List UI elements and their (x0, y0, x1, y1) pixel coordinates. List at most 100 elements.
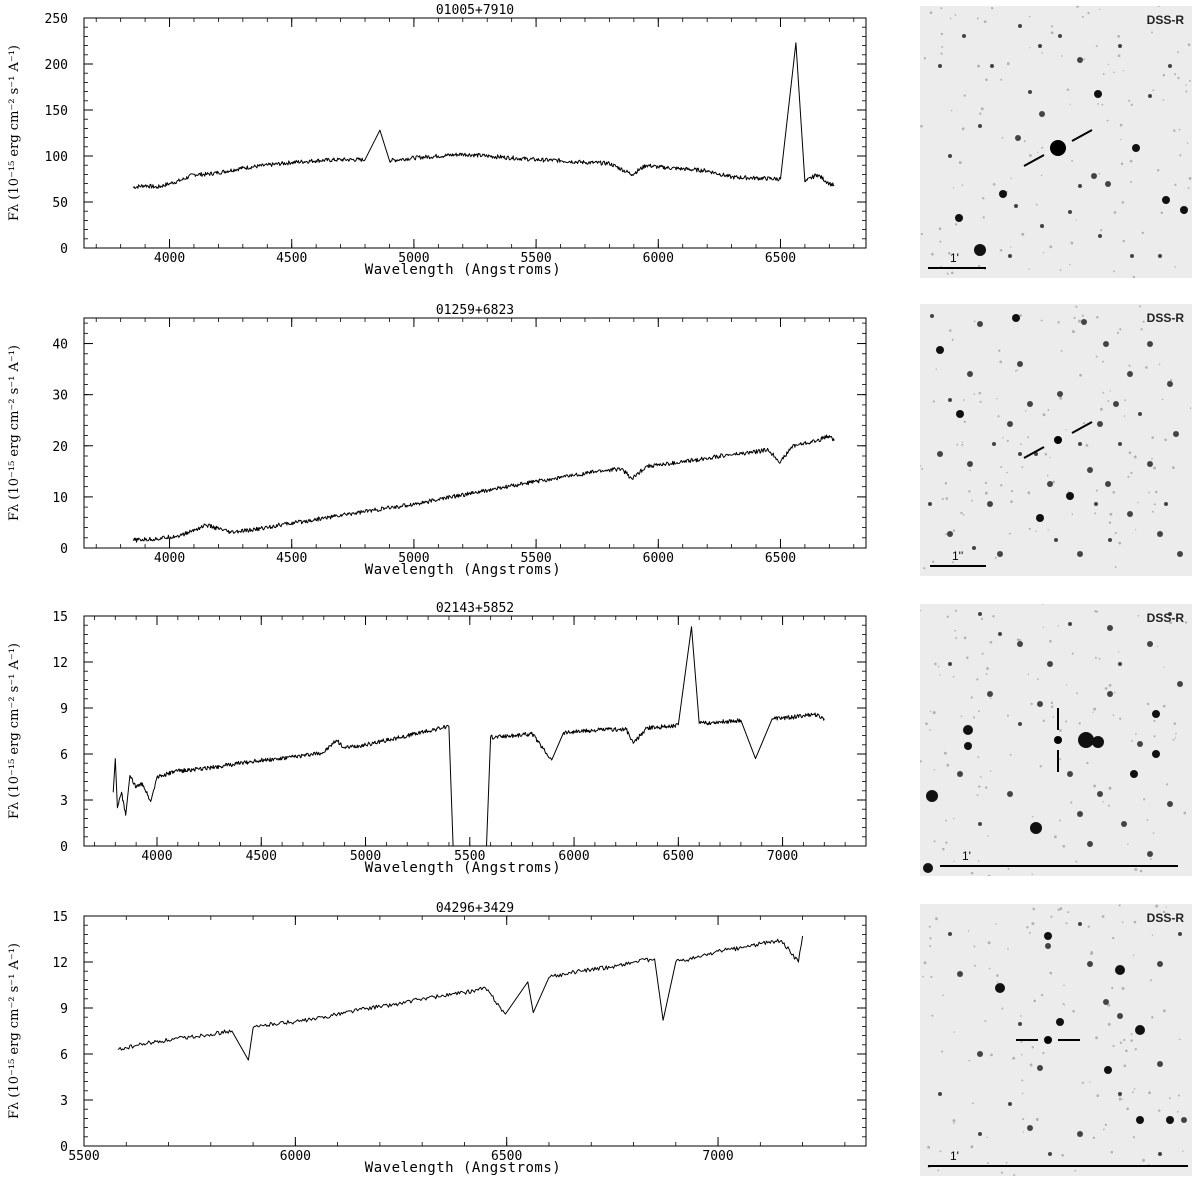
faint-star (953, 1031, 955, 1033)
x-tick-label: 5000 (350, 849, 381, 864)
faint-star (967, 930, 970, 932)
x-tick-label: 4000 (154, 551, 185, 566)
star (1137, 741, 1143, 747)
plot-frame (83, 317, 867, 549)
target-star (1044, 1036, 1052, 1044)
star (1107, 691, 1113, 697)
star (936, 346, 944, 354)
faint-star (1108, 804, 1110, 807)
faint-star (982, 216, 985, 219)
faint-star (992, 183, 996, 186)
star (1127, 511, 1133, 517)
star (1157, 961, 1163, 967)
faint-star (1157, 6, 1160, 8)
star (997, 551, 1003, 557)
star (974, 244, 986, 256)
faint-star (979, 112, 982, 115)
faint-star (939, 240, 942, 243)
faint-star (937, 1169, 940, 1172)
faint-star (1186, 142, 1189, 144)
chart-title: 01005+7910 (436, 3, 514, 18)
faint-star (1081, 1081, 1084, 1084)
faint-star (1021, 1092, 1024, 1095)
faint-star (1057, 321, 1060, 324)
survey-label: DSS-R (1147, 911, 1185, 925)
star (1103, 999, 1109, 1005)
faint-star (1019, 314, 1022, 317)
faint-star (1188, 176, 1192, 180)
faint-star (984, 786, 988, 789)
star (1104, 1066, 1112, 1074)
star (1027, 401, 1033, 407)
faint-star (1172, 738, 1175, 741)
faint-star (940, 32, 944, 36)
faint-star (1050, 705, 1054, 708)
x-tick-label: 6000 (558, 849, 589, 864)
faint-star (1129, 159, 1133, 163)
faint-star (996, 981, 999, 983)
faint-star (1148, 1163, 1150, 1166)
star (1068, 210, 1072, 214)
target-star (1054, 436, 1062, 444)
survey-label: DSS-R (1147, 311, 1185, 325)
faint-star (1133, 920, 1137, 924)
faint-star (1148, 491, 1150, 494)
faint-star (1102, 73, 1105, 76)
faint-star (941, 45, 944, 48)
faint-star (1033, 999, 1037, 1003)
faint-star (940, 7, 943, 10)
faint-star (1014, 370, 1017, 372)
star (1008, 254, 1012, 258)
star (977, 321, 983, 327)
faint-star (1121, 201, 1125, 204)
faint-star (1027, 436, 1030, 439)
y-tick-label: 15 (52, 910, 68, 925)
faint-star (1058, 819, 1061, 822)
y-tick-label: 6 (60, 748, 68, 763)
faint-star (929, 11, 933, 15)
star (1157, 531, 1163, 537)
faint-star (1101, 103, 1104, 106)
faint-star (1108, 521, 1112, 524)
faint-star (1061, 1154, 1064, 1157)
faint-star (1184, 621, 1188, 624)
faint-star (1149, 858, 1152, 860)
star (1130, 254, 1134, 258)
faint-star (1016, 638, 1020, 641)
faint-star (1070, 241, 1074, 245)
plot-frame (83, 17, 867, 249)
faint-star (1041, 52, 1043, 54)
faint-star (1029, 1063, 1033, 1067)
faint-star (1139, 305, 1142, 308)
faint-star (1000, 484, 1003, 487)
faint-star (933, 769, 936, 771)
star (955, 214, 963, 222)
faint-star (1177, 76, 1180, 80)
faint-star (1121, 987, 1125, 990)
faint-star (1185, 84, 1187, 86)
faint-star (976, 794, 979, 797)
faint-star (1165, 783, 1169, 786)
target-marker (1023, 129, 1093, 167)
faint-star (956, 443, 959, 446)
faint-star (1042, 252, 1045, 254)
finder-image-1: DSS-R 1' (920, 6, 1192, 278)
star (1108, 538, 1112, 542)
faint-star (1092, 1136, 1096, 1140)
faint-star (952, 187, 955, 189)
scale-label: 1' (950, 1149, 959, 1163)
faint-star (1082, 422, 1086, 425)
star (1067, 771, 1073, 777)
star (1047, 661, 1053, 667)
faint-star (1119, 123, 1123, 127)
faint-star (968, 490, 971, 493)
scale-label: 1' (962, 849, 971, 863)
faint-star (1016, 369, 1018, 372)
faint-star (960, 511, 963, 515)
faint-star (977, 64, 981, 68)
faint-star (961, 444, 964, 446)
faint-star (1118, 1097, 1122, 1101)
faint-star (1010, 246, 1012, 248)
faint-star (944, 751, 947, 755)
faint-star (1097, 103, 1099, 105)
